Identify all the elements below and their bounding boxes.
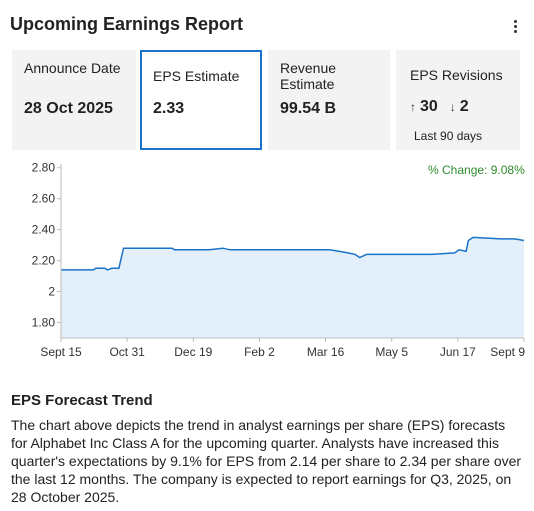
y-tick-label: 2.60 [32, 192, 56, 206]
y-tick-label: 2.40 [32, 223, 56, 237]
eps-trend-chart[interactable]: 1.80 2 2.20 2.40 2.60 2.80 Sept 15 Oct 31 Dec 1… [0, 160, 534, 365]
percent-change: % Change: 9.08% [428, 163, 525, 177]
x-tick-label: Feb 2 [244, 345, 275, 359]
kebab-menu-icon[interactable] [506, 16, 524, 36]
forecast-description: The chart above depicts the trend in ana… [11, 417, 522, 505]
y-tick-label: 2.20 [32, 254, 56, 268]
eps-revisions-card[interactable]: EPS Revisions ↑ 30 ↓ 2 Last 90 days [396, 50, 520, 150]
y-tick-label: 2 [48, 285, 55, 299]
x-tick-label: Dec 19 [174, 345, 212, 359]
revenue-estimate-value: 99.54 B [280, 100, 337, 117]
announce-date-card[interactable]: Announce Date 28 Oct 2025 [12, 50, 136, 150]
announce-date-value: 28 Oct 2025 [24, 100, 113, 117]
x-tick-label: Jun 17 [440, 345, 476, 359]
y-axis-ticks: 1.80 2 2.20 2.40 2.60 2.80 [32, 161, 61, 330]
x-tick-label: Oct 31 [109, 345, 145, 359]
eps-line [61, 236, 525, 271]
revisions-up-value: 30 [420, 98, 438, 115]
arrow-down-icon: ↓ [449, 100, 456, 114]
revenue-estimate-label: Revenue Estimate [280, 60, 337, 92]
y-tick-label: 1.80 [32, 316, 56, 330]
forecast-title: EPS Forecast Trend [11, 392, 153, 409]
revisions-period: Last 90 days [414, 129, 483, 143]
eps-estimate-label: EPS Estimate [153, 68, 240, 84]
arrow-up-icon: ↑ [410, 100, 416, 114]
x-tick-label: Sept 9 [490, 345, 525, 359]
eps-estimate-value: 2.33 [153, 100, 185, 117]
eps-revisions-label: EPS Revisions [410, 67, 503, 83]
announce-date-label: Announce Date [24, 60, 121, 76]
x-axis-ticks: Sept 15 Oct 31 Dec 19 Feb 2 Mar 16 May 5 Jun 1… [40, 338, 525, 359]
x-tick-label: Sept 15 [40, 345, 82, 359]
page-title: Upcoming Earnings Report [10, 14, 244, 34]
y-tick-label: 2.80 [32, 161, 56, 175]
eps-area-fill [61, 237, 524, 338]
x-tick-label: May 5 [375, 345, 408, 359]
eps-revisions-values: ↑ 30 ↓ 2 [410, 98, 469, 116]
revisions-down-value: 2 [459, 98, 469, 115]
eps-estimate-card[interactable]: EPS Estimate 2.33 [140, 50, 262, 150]
revenue-estimate-card[interactable]: Revenue Estimate 99.54 B [268, 50, 390, 150]
x-tick-label: Mar 16 [307, 345, 345, 359]
